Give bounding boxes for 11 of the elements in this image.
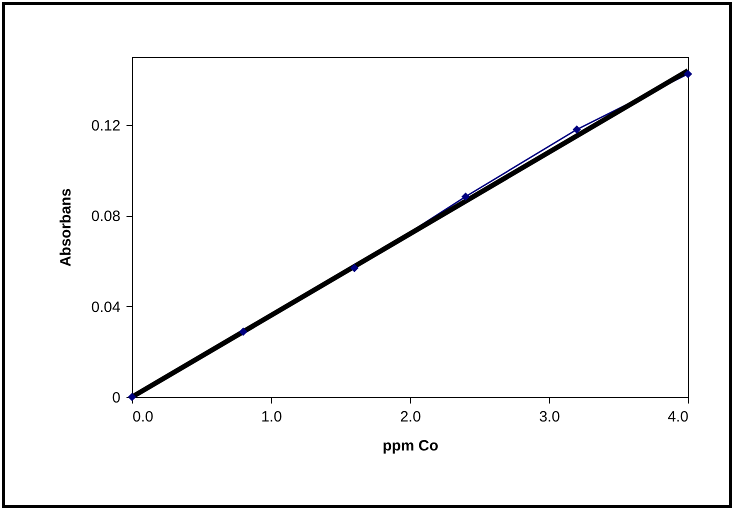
y-tick-label: 0.04 <box>91 298 120 316</box>
x-tick-label: 0.0 <box>132 408 154 426</box>
x-tick-label: 3.0 <box>539 408 560 426</box>
x-tick-label: 4.0 <box>668 408 688 426</box>
y-tick-label: 0 <box>112 390 120 406</box>
x-tick-label: 2.0 <box>400 408 421 426</box>
y-tick-label: 0.08 <box>91 208 120 226</box>
x-axis-title: ppm Co <box>382 438 438 454</box>
x-tick-label: 1.0 <box>261 408 282 426</box>
y-axis-title: Absorbans <box>57 188 74 267</box>
y-tick-label: 0.12 <box>91 118 120 134</box>
